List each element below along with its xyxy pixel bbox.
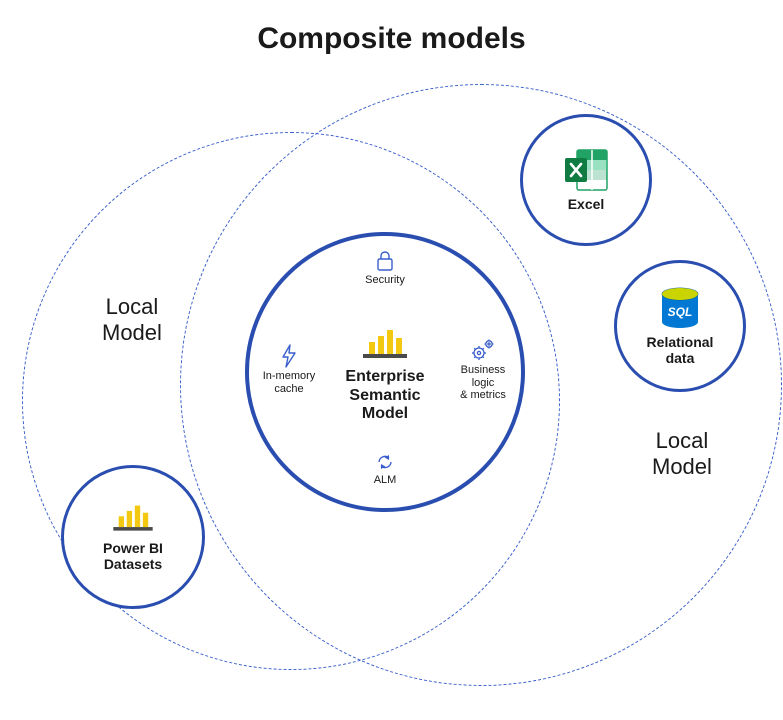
local-model-right-label: Local Model [652,428,712,481]
feature-alm: ALM [364,452,406,487]
feature-security: Security [360,250,410,287]
sql-icon: SQL [658,286,702,332]
relational-data-node: SQL Relational data [614,260,746,392]
cycle-icon [375,452,395,472]
feature-business: Business logic & metrics [448,338,518,402]
excel-icon [563,148,609,192]
local-model-left-label: Local Model [102,294,162,347]
bolt-icon [281,344,297,368]
svg-text:SQL: SQL [668,305,693,319]
excel-label: Excel [568,196,605,212]
enterprise-model-label: Enterprise Semantic Model [345,368,424,423]
feature-cache: In-memory cache [254,344,324,395]
gears-icon [470,338,496,362]
page-title: Composite models [0,22,783,56]
powerbi-icon [363,326,407,364]
relational-data-label: Relational data [647,334,714,366]
lock-icon [375,250,395,272]
powerbi-datasets-label: Power BI Datasets [103,540,163,572]
powerbi-icon [113,502,153,536]
powerbi-datasets-node: Power BI Datasets [61,465,205,609]
excel-node: Excel [520,114,652,246]
